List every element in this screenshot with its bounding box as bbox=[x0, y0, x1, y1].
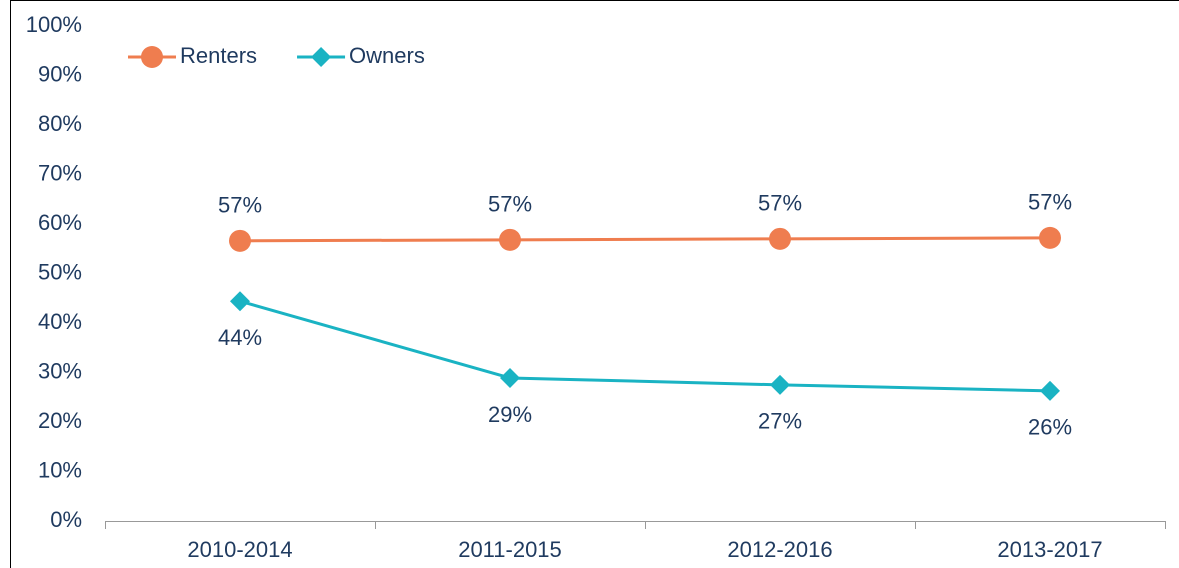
data-label: 57% bbox=[1028, 190, 1072, 215]
data-point bbox=[230, 291, 250, 312]
y-tick-label: 60% bbox=[38, 210, 82, 235]
data-point bbox=[1040, 380, 1060, 401]
y-tick-label: 10% bbox=[38, 457, 82, 482]
data-label: 57% bbox=[488, 192, 532, 217]
data-point bbox=[500, 367, 520, 388]
data-point bbox=[769, 227, 791, 250]
x-tick-label: 2012-2016 bbox=[727, 537, 832, 562]
x-tick-label: 2010-2014 bbox=[187, 537, 292, 562]
data-label: 57% bbox=[758, 191, 802, 216]
data-label: 29% bbox=[488, 402, 532, 427]
data-point bbox=[229, 229, 251, 252]
data-point bbox=[770, 374, 790, 395]
data-label: 27% bbox=[758, 409, 802, 434]
x-tick-label: 2011-2015 bbox=[458, 537, 562, 562]
y-tick-label: 0% bbox=[50, 507, 82, 532]
legend-marker bbox=[141, 46, 163, 68]
data-label: 26% bbox=[1028, 415, 1072, 440]
data-point bbox=[1039, 226, 1061, 249]
chart-border bbox=[10, 0, 1179, 568]
data-point bbox=[499, 228, 521, 251]
y-tick-label: 30% bbox=[38, 358, 82, 383]
series-line bbox=[239, 299, 1051, 393]
x-tick-label: 2013-2017 bbox=[997, 537, 1102, 562]
legend-marker bbox=[311, 47, 332, 67]
data-label: 57% bbox=[218, 193, 262, 218]
data-label: 44% bbox=[218, 325, 262, 350]
legend-label: Owners bbox=[349, 43, 425, 68]
y-tick-label: 90% bbox=[38, 61, 82, 86]
legend-label: Renters bbox=[180, 43, 257, 68]
y-tick-label: 50% bbox=[38, 259, 82, 284]
y-tick-label: 100% bbox=[26, 12, 82, 37]
series-line bbox=[239, 236, 1051, 243]
y-tick-label: 20% bbox=[38, 408, 82, 433]
y-tick-label: 70% bbox=[38, 160, 82, 185]
y-tick-label: 80% bbox=[38, 111, 82, 136]
y-tick-label: 40% bbox=[38, 309, 82, 334]
